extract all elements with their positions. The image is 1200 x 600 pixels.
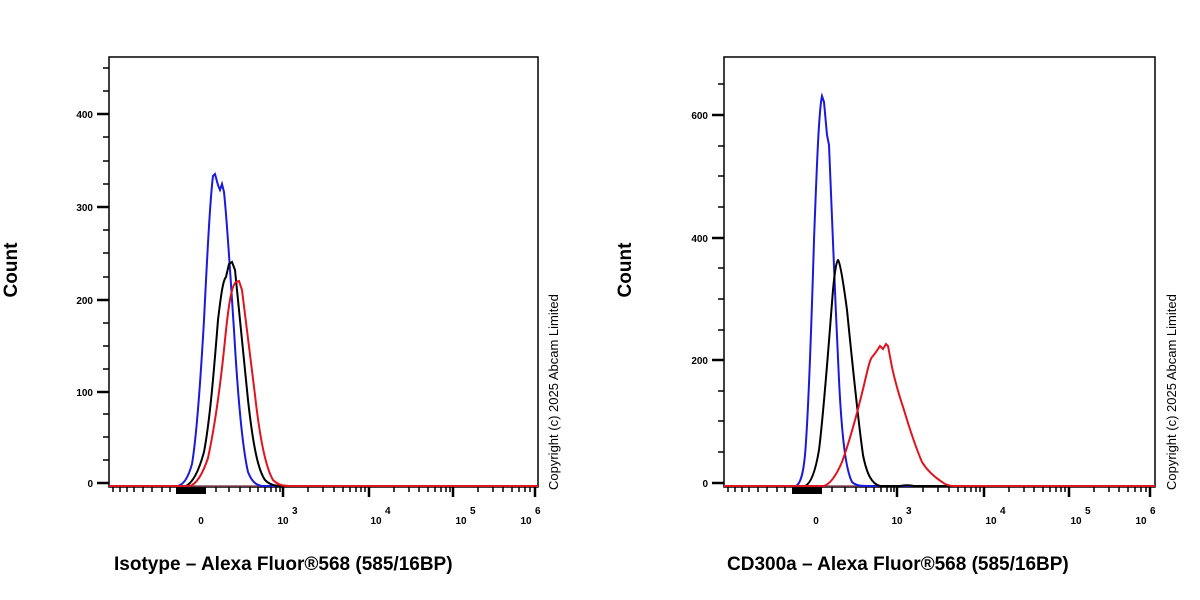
copyright-text: Copyright (c) 2025 Abcam Limited <box>1164 294 1179 490</box>
y-minor-ticks <box>103 67 109 461</box>
y-tick-label: 0 <box>87 479 93 490</box>
x-tick-label-1e6: 106 <box>520 506 541 527</box>
svg-text:10: 10 <box>277 516 289 527</box>
x-zero-tick-cluster <box>176 487 206 494</box>
y-tick-label: 200 <box>76 296 93 307</box>
y-major-ticks <box>712 113 724 485</box>
x-axis-label: Isotype – Alexa Fluor®568 (585/16BP) <box>114 554 453 575</box>
x-tick-label-1e3: 103 <box>277 506 298 527</box>
svg-text:5: 5 <box>470 506 476 517</box>
x-minor-ticks <box>112 487 531 492</box>
y-tick-label: 300 <box>76 203 93 214</box>
series-blue-curve <box>724 92 1155 487</box>
x-axis-label: CD300a – Alexa Fluor®568 (585/16BP) <box>727 554 1069 575</box>
x-tick-label: 0 <box>198 516 204 527</box>
y-axis-label: Count <box>615 242 636 298</box>
series-blue-curve <box>109 172 538 487</box>
plot-cd300a: 0 200 400 600 0 103 <box>691 56 1156 527</box>
y-tick-label: 0 <box>702 479 708 490</box>
y-tick-label: 100 <box>76 388 93 399</box>
svg-text:10: 10 <box>985 516 997 527</box>
x-tick-label-1e5: 105 <box>1070 506 1091 527</box>
x-major-ticks <box>281 487 537 497</box>
y-major-ticks <box>97 112 109 485</box>
svg-text:10: 10 <box>1070 516 1082 527</box>
plot-frame <box>108 56 539 488</box>
copyright-text: Copyright (c) 2025 Abcam Limited <box>546 294 561 490</box>
svg-text:3: 3 <box>292 506 298 517</box>
histogram-panel-isotype: 0 100 200 300 400 <box>1 56 561 575</box>
svg-text:10: 10 <box>455 516 467 527</box>
x-tick-label: 0 <box>813 516 819 527</box>
x-zero-tick-cluster <box>792 487 822 494</box>
svg-text:4: 4 <box>1000 506 1006 517</box>
y-tick-label: 400 <box>691 234 708 245</box>
svg-text:10: 10 <box>891 516 903 527</box>
y-minor-ticks <box>718 83 724 453</box>
svg-text:5: 5 <box>1085 506 1091 517</box>
x-minor-ticks <box>727 487 1147 492</box>
series-black-curve <box>724 258 1155 487</box>
y-tick-label: 600 <box>691 111 708 122</box>
svg-text:10: 10 <box>520 516 532 527</box>
series-red-curve <box>724 342 1155 487</box>
svg-text:10: 10 <box>370 516 382 527</box>
x-tick-label-1e6: 106 <box>1135 506 1156 527</box>
svg-text:4: 4 <box>385 506 391 517</box>
svg-text:6: 6 <box>535 506 541 517</box>
y-axis-label: Count <box>1 242 22 298</box>
plot-frame <box>723 56 1156 488</box>
y-tick-label: 400 <box>76 110 93 121</box>
plot-isotype: 0 100 200 300 400 <box>76 56 541 527</box>
x-major-ticks <box>895 487 1152 497</box>
series-red-curve <box>109 279 538 487</box>
svg-text:6: 6 <box>1150 506 1156 517</box>
svg-text:10: 10 <box>1135 516 1147 527</box>
y-tick-label: 200 <box>691 356 708 367</box>
x-tick-label-1e5: 105 <box>455 506 476 527</box>
x-tick-label-1e4: 104 <box>370 506 391 527</box>
x-tick-label-1e4: 104 <box>985 506 1006 527</box>
x-tick-label-1e3: 103 <box>891 506 912 527</box>
histogram-panel-cd300a: 0 200 400 600 0 10 3 <box>600 0 1200 600</box>
svg-text:3: 3 <box>906 506 912 517</box>
series-black-curve <box>109 260 538 487</box>
